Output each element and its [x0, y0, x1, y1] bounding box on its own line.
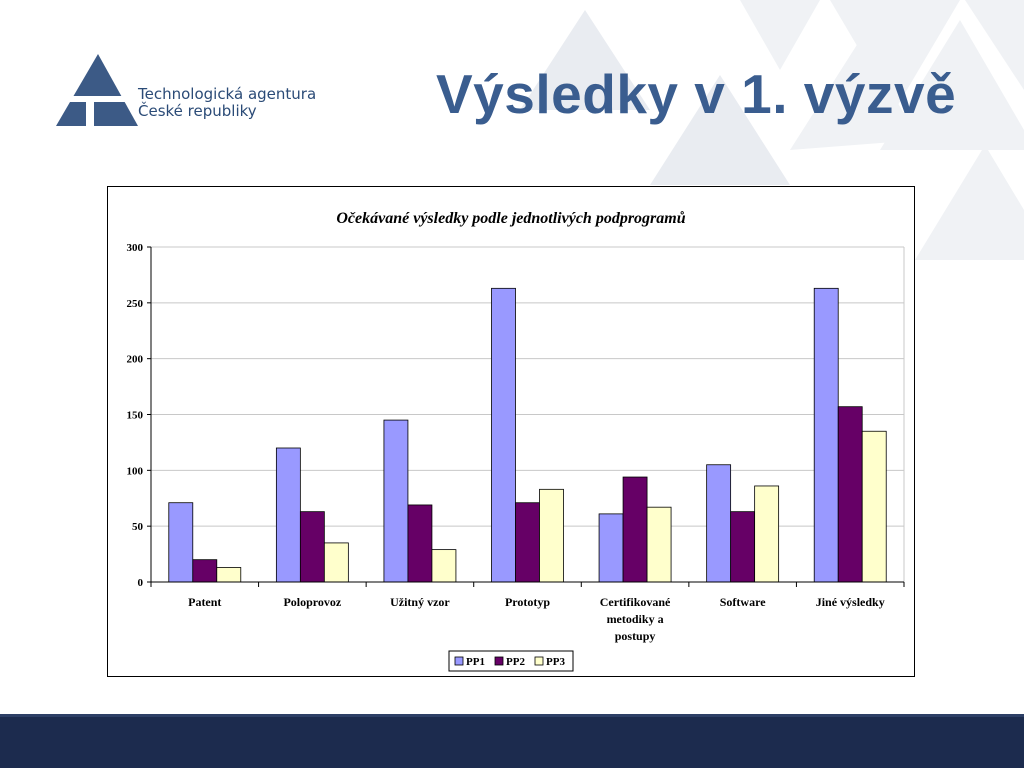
bar-pp1: [275, 447, 301, 583]
y-tick-label: 200: [127, 354, 144, 366]
bar-pp3: [431, 549, 457, 583]
bar-pp3: [861, 430, 887, 583]
bar-pp3: [323, 542, 349, 583]
x-tick-label: Prototyp: [505, 595, 550, 609]
x-tick-label: metodiky a: [607, 612, 664, 626]
x-tick-label: Užitný vzor: [390, 595, 450, 609]
bar-pp2: [515, 502, 540, 583]
agency-logo: Technologická agentura České republiky: [52, 52, 342, 132]
legend-label: PP2: [506, 656, 525, 668]
bar-pp2: [192, 559, 218, 583]
y-tick-label: 250: [127, 298, 144, 310]
bar-pp3: [216, 567, 242, 583]
chart-frame: Očekávané výsledky podle jednotlivých po…: [107, 186, 915, 677]
bar-pp1: [491, 287, 516, 583]
y-tick-label: 150: [127, 410, 144, 422]
bar-pp1: [598, 513, 624, 583]
legend-box: [448, 650, 574, 672]
x-tick-label: Jiné výsledky: [816, 595, 885, 609]
footer-bar: [0, 714, 1024, 768]
bar-pp1: [813, 287, 839, 583]
bar-pp3: [754, 485, 780, 583]
y-tick-label: 0: [138, 577, 144, 589]
legend-label: PP1: [466, 656, 485, 668]
y-tick-label: 300: [127, 242, 144, 254]
logo-line-1: Technologická agentura: [138, 85, 317, 103]
slide-title: Výsledky v 1. výzvě: [436, 63, 957, 125]
legend-swatch: [454, 656, 464, 666]
logo-text: Technologická agentura České republiky: [138, 86, 316, 120]
bar-pp2: [407, 504, 433, 583]
triangle-logo-icon: [52, 54, 142, 126]
x-tick-label: postupy: [615, 629, 656, 643]
legend-label: PP3: [546, 656, 565, 668]
bar-pp2: [730, 511, 756, 583]
logo-line-2: České republiky: [138, 102, 257, 120]
bar-pp3: [539, 488, 564, 583]
bar-pp1: [706, 464, 732, 583]
bar-pp2: [299, 511, 325, 583]
footer-top-line: [0, 714, 1024, 717]
x-tick-label: Patent: [188, 595, 221, 609]
bar-pp3: [646, 506, 672, 583]
legend-swatch: [534, 656, 544, 666]
y-tick-label: 100: [127, 465, 144, 477]
x-tick-label: Certifikované: [600, 595, 671, 609]
y-tick-label: 50: [132, 521, 144, 533]
x-tick-label: Poloprovoz: [283, 595, 341, 609]
legend-swatch: [494, 656, 504, 666]
bar-pp2: [837, 406, 863, 583]
bar-chart: Očekávané výsledky podle jednotlivých po…: [127, 210, 905, 672]
bar-pp1: [168, 502, 194, 583]
chart-title: Očekávané výsledky podle jednotlivých po…: [336, 210, 685, 227]
bar-pp2: [622, 476, 648, 583]
bar-pp1: [383, 419, 409, 583]
x-tick-label: Software: [720, 595, 766, 609]
